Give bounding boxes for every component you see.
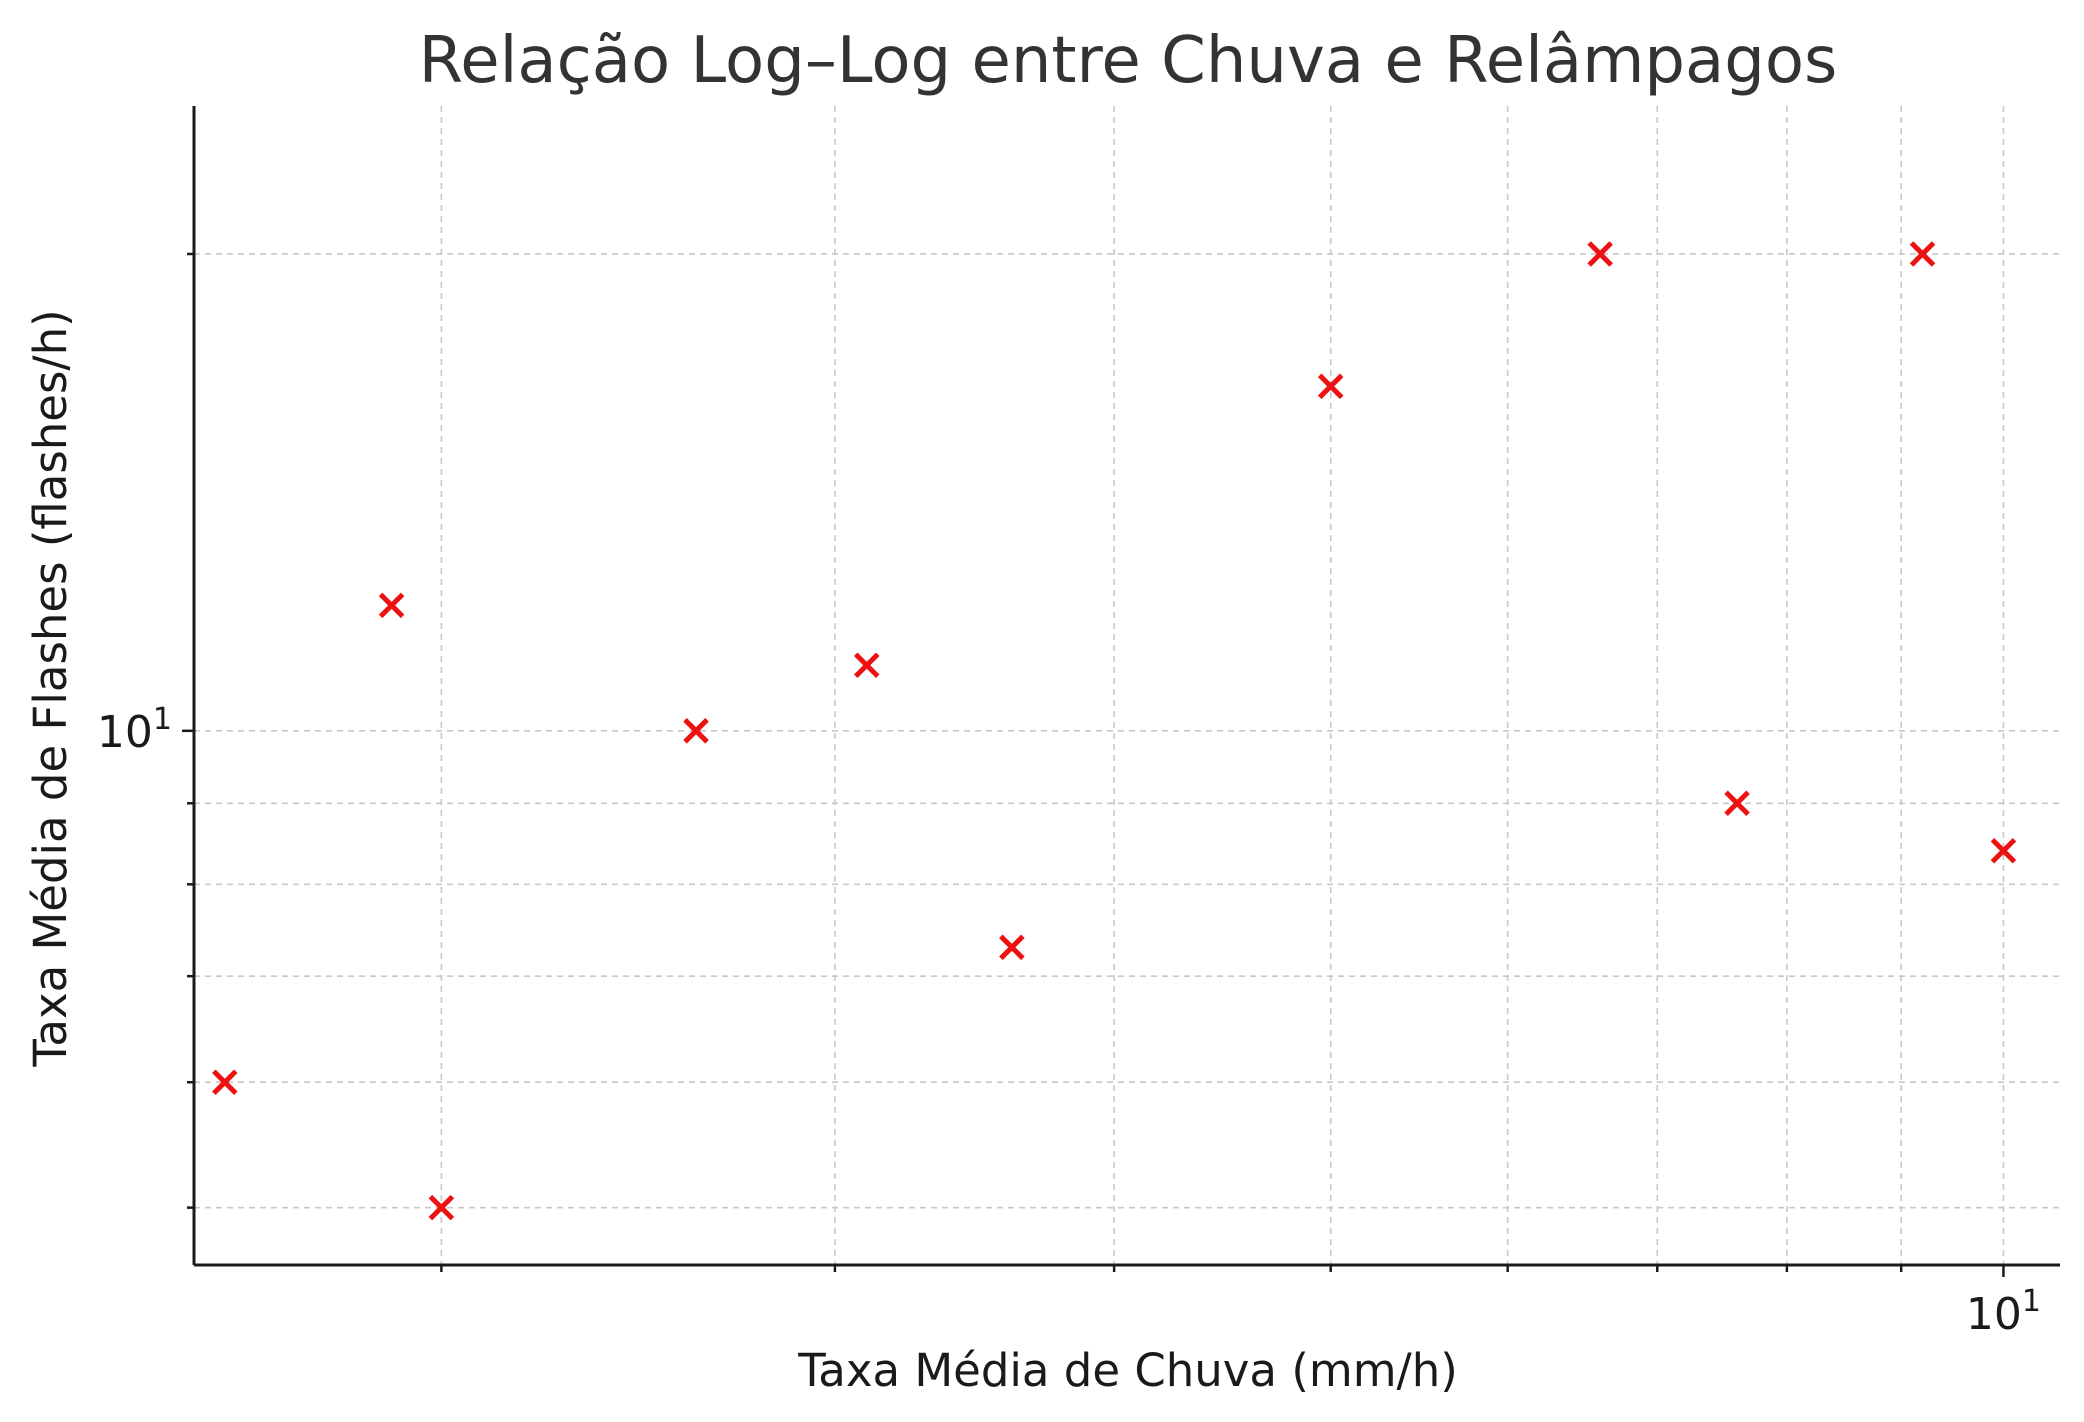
data-point [378, 592, 405, 619]
data-point [853, 652, 880, 679]
data-point [1724, 790, 1750, 817]
marker-stroke [378, 592, 405, 619]
data-point [1909, 241, 1936, 267]
marker-stroke [1587, 241, 1613, 267]
x-axis-label: Taxa Média de Chuva (mm/h) [797, 1344, 1458, 1397]
y-tick-label: 101 [97, 702, 172, 758]
data-point [1317, 373, 1344, 400]
data-point [1587, 241, 1613, 267]
marker-stroke [853, 652, 880, 679]
data-points [212, 241, 2017, 1221]
data-point [683, 718, 709, 744]
x-tick-label: 101 [1966, 1284, 2041, 1340]
marker-stroke [1909, 241, 1936, 267]
axes: 101 101 [97, 106, 2060, 1340]
marker-stroke [428, 1194, 455, 1221]
data-point [1990, 837, 2017, 864]
y-axis-label: Taxa Média de Flashes (flashes/h) [24, 309, 77, 1067]
data-point [428, 1194, 455, 1221]
data-point [999, 934, 1025, 961]
chart-title: Relação Log–Log entre Chuva e Relâmpagos [419, 24, 1838, 98]
marker-stroke [683, 718, 709, 744]
data-point [212, 1069, 238, 1095]
marker-stroke [999, 934, 1025, 961]
grid [194, 106, 2060, 1265]
marker-stroke [1724, 790, 1750, 817]
marker-stroke [212, 1069, 238, 1095]
marker-stroke [1990, 837, 2017, 864]
marker-stroke [1317, 373, 1344, 400]
